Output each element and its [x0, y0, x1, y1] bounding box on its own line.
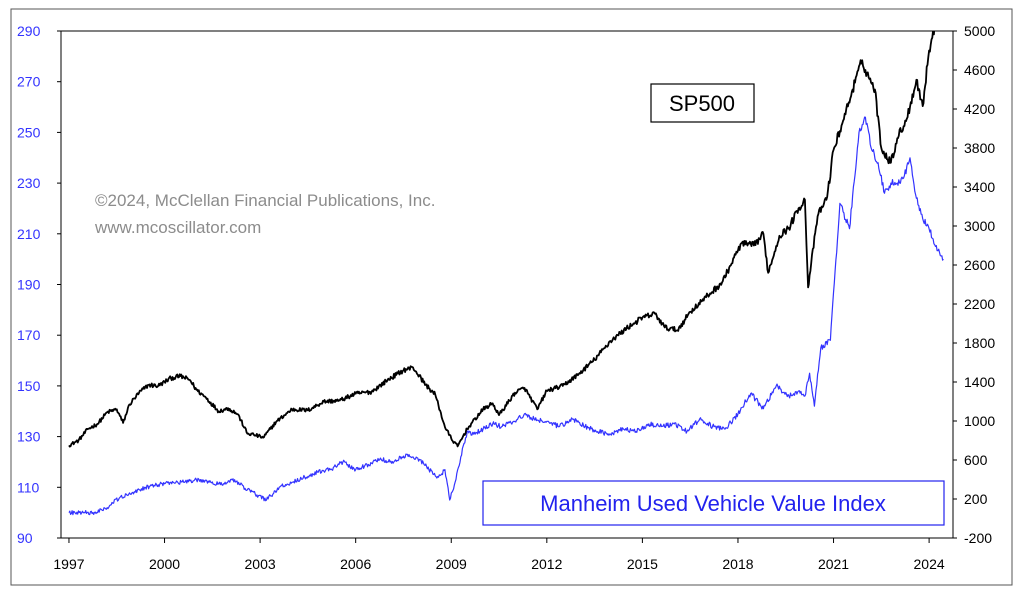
left-tick-label: 210 [17, 226, 41, 242]
right-tick-label: 3400 [964, 179, 995, 195]
right-tick-label: 5000 [964, 23, 995, 39]
x-axis: 1997 2000 2003 2006 2009 2012 2015 2018 2021 2024 [53, 538, 945, 572]
x-tick-label: 2000 [149, 556, 180, 572]
x-tick-label: 1997 [53, 556, 84, 572]
left-axis: 90 110 130 150 170 190 210 230 250 270 290 [17, 23, 61, 546]
left-tick-label: 110 [17, 479, 40, 495]
left-tick-label: 250 [17, 124, 41, 140]
x-tick-label: 2006 [340, 556, 371, 572]
right-tick-label: 1400 [964, 374, 995, 390]
right-tick-label: 3000 [964, 218, 995, 234]
x-tick-label: 2003 [245, 556, 276, 572]
sp500-series-line [68, 31, 936, 448]
right-axis: -200 200 600 1000 1400 1800 2200 2600 3000 3400 38… [953, 23, 995, 546]
left-tick-label: 230 [17, 175, 41, 191]
right-tick-label: 3800 [964, 140, 995, 156]
left-tick-label: 130 [17, 429, 41, 445]
manheim-series-line [68, 116, 944, 516]
sp500-label-box: SP500 [650, 83, 755, 123]
right-tick-label: 1000 [964, 413, 995, 429]
left-tick-label: 150 [17, 378, 41, 394]
right-tick-label: 200 [964, 491, 988, 507]
left-tick-label: 90 [17, 530, 33, 546]
right-tick-label: 600 [964, 452, 988, 468]
series-layer [68, 31, 944, 516]
plot-area [60, 30, 954, 539]
right-tick-label: 2200 [964, 296, 995, 312]
right-tick-label: 4600 [964, 62, 995, 78]
x-tick-label: 2015 [627, 556, 658, 572]
x-tick-label: 2018 [722, 556, 753, 572]
x-tick-label: 2024 [914, 556, 945, 572]
x-tick-label: 2009 [436, 556, 467, 572]
left-tick-label: 190 [17, 277, 41, 293]
right-tick-label: 2600 [964, 257, 995, 273]
left-tick-label: 170 [17, 327, 41, 343]
x-tick-label: 2012 [531, 556, 562, 572]
right-tick-label: 1800 [964, 335, 995, 351]
copyright-line-1: ©2024, McClellan Financial Publications,… [95, 191, 435, 210]
left-tick-label: 290 [17, 23, 41, 39]
left-tick-label: 270 [17, 74, 41, 90]
manheim-label-box: Manheim Used Vehicle Value Index [482, 480, 945, 526]
x-tick-label: 2021 [818, 556, 849, 572]
sp500-label: SP500 [669, 91, 735, 116]
right-tick-label: -200 [964, 530, 992, 546]
copyright-line-2: www.mcoscillator.com [94, 218, 261, 237]
manheim-label: Manheim Used Vehicle Value Index [540, 491, 886, 516]
right-tick-label: 4200 [964, 101, 995, 117]
